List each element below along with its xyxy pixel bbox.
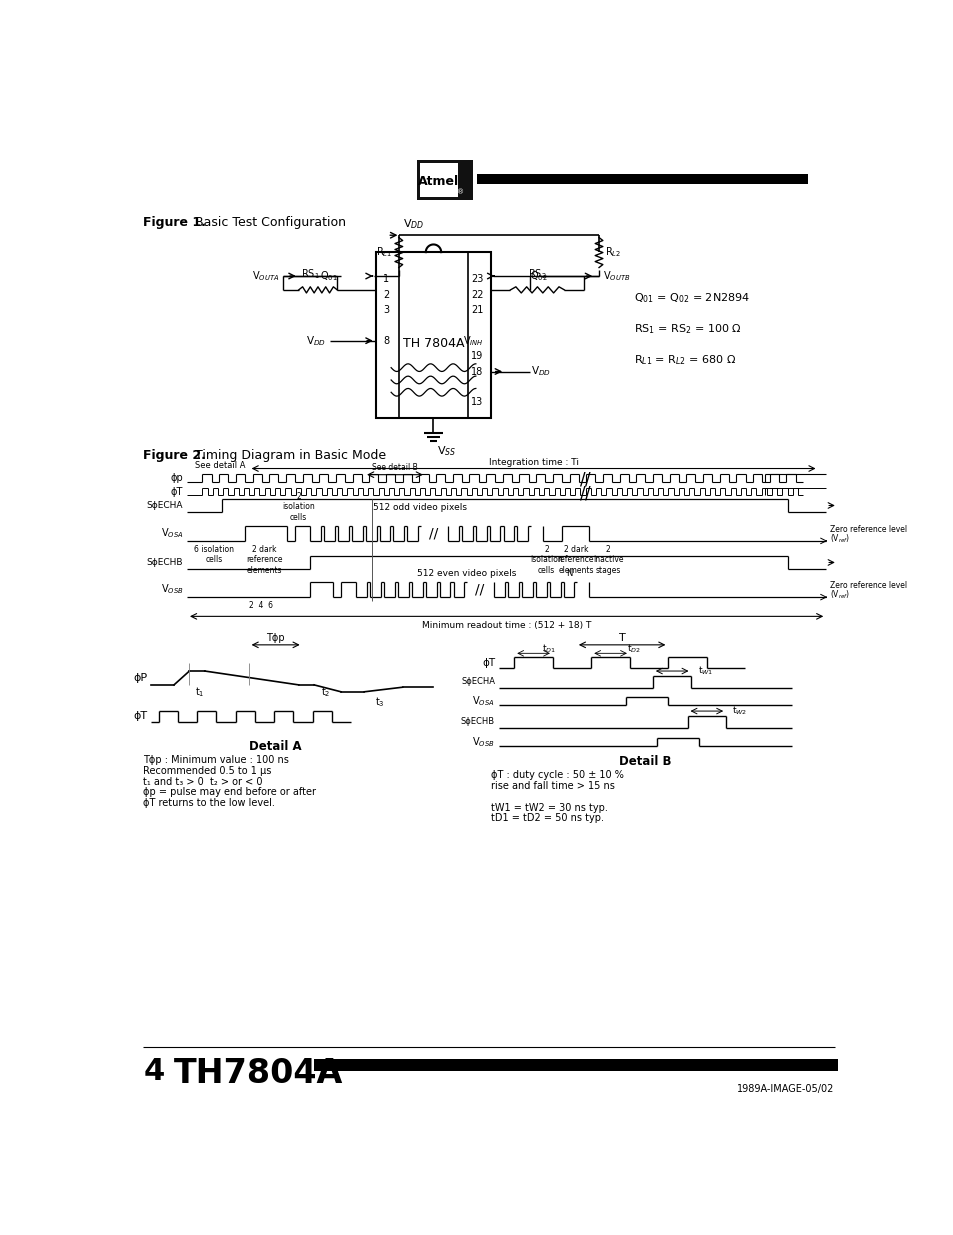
Text: Q$_{01}$: Q$_{01}$	[319, 269, 336, 283]
Bar	[416, 159, 473, 200]
Text: /: /	[579, 471, 585, 488]
Text: (V$_{ref}$): (V$_{ref}$)	[829, 532, 849, 545]
Text: 18: 18	[471, 367, 483, 377]
Text: 22: 22	[471, 289, 483, 300]
Text: V$_{OSA}$: V$_{OSA}$	[472, 694, 495, 708]
Text: T: T	[618, 632, 625, 642]
Text: SϕECHA: SϕECHA	[147, 501, 183, 510]
Text: Tϕp : Minimum value : 100 ns: Tϕp : Minimum value : 100 ns	[143, 755, 289, 764]
Text: Figure 2.: Figure 2.	[143, 448, 206, 462]
Text: Q$_{01}$ = Q$_{02}$ = 2N2894: Q$_{01}$ = Q$_{02}$ = 2N2894	[633, 291, 749, 305]
Text: V$_{DD}$: V$_{DD}$	[402, 217, 423, 231]
Text: 21: 21	[471, 305, 483, 315]
Text: tD1 = tD2 = 50 ns typ.: tD1 = tD2 = 50 ns typ.	[491, 814, 603, 824]
Text: RS$_1$: RS$_1$	[300, 267, 319, 280]
Text: /: /	[579, 484, 585, 503]
Text: See detail B: See detail B	[372, 463, 417, 472]
Text: V$_{DD}$: V$_{DD}$	[531, 364, 551, 378]
Text: /: /	[584, 484, 590, 503]
Bar	[314, 1060, 837, 1072]
Text: 2 dark
reference
elements: 2 dark reference elements	[558, 545, 594, 574]
Text: (V$_{ref}$): (V$_{ref}$)	[829, 589, 849, 601]
Text: ϕp: ϕp	[171, 473, 183, 483]
Text: V$_{OSB}$: V$_{OSB}$	[160, 583, 183, 597]
Text: R$_{L1}$ = R$_{L2}$ = 680 Ω: R$_{L1}$ = R$_{L2}$ = 680 Ω	[633, 353, 736, 367]
Text: Minimum readout time : (512 + 18) T: Minimum readout time : (512 + 18) T	[421, 621, 591, 630]
Text: Basic Test Configuration: Basic Test Configuration	[187, 216, 346, 228]
Text: 3: 3	[383, 305, 389, 315]
Text: 1989A-IMAGE-05/02: 1989A-IMAGE-05/02	[737, 1084, 834, 1094]
Text: Timing Diagram in Basic Mode: Timing Diagram in Basic Mode	[187, 448, 386, 462]
Text: t$_3$: t$_3$	[375, 695, 384, 709]
Text: Recommended 0.5 to 1 μs: Recommended 0.5 to 1 μs	[143, 766, 272, 776]
Text: TH7804A: TH7804A	[173, 1057, 343, 1089]
Text: Atmel: Atmel	[417, 175, 459, 188]
Text: SϕECHB: SϕECHB	[460, 718, 495, 726]
Text: See detail A: See detail A	[194, 461, 245, 471]
Text: RS$_1$ = RS$_2$ = 100 Ω: RS$_1$ = RS$_2$ = 100 Ω	[633, 322, 740, 336]
Text: R$_{L2}$: R$_{L2}$	[604, 246, 620, 259]
Text: 2 dark
reference
elements: 2 dark reference elements	[246, 545, 282, 574]
Text: Zero reference level: Zero reference level	[829, 525, 906, 534]
Text: 2: 2	[383, 289, 389, 300]
Text: 2
isolation
cells: 2 isolation cells	[530, 545, 562, 574]
Text: /: /	[584, 471, 590, 488]
Text: 13: 13	[471, 398, 483, 408]
Text: rise and fall time > 15 ns: rise and fall time > 15 ns	[491, 782, 615, 792]
Text: ϕT: ϕT	[171, 487, 183, 496]
Text: V$_{OUTB}$: V$_{OUTB}$	[602, 269, 630, 283]
Bar	[375, 252, 491, 417]
Text: SϕECHB: SϕECHB	[147, 558, 183, 567]
Text: ϕP: ϕP	[132, 673, 147, 683]
Text: t$_1$: t$_1$	[194, 685, 204, 699]
Text: V$_{OSA}$: V$_{OSA}$	[160, 526, 183, 540]
Text: Detail B: Detail B	[618, 755, 671, 768]
Text: 19: 19	[471, 351, 483, 361]
Text: t$_{W1}$: t$_{W1}$	[697, 664, 712, 677]
Text: t$_{D2}$: t$_{D2}$	[626, 642, 640, 655]
Text: //: //	[475, 583, 484, 597]
Text: ϕp = pulse may end before or after: ϕp = pulse may end before or after	[143, 787, 315, 798]
Text: V$_{OSB}$: V$_{OSB}$	[472, 735, 495, 748]
Text: R$_{L1}$: R$_{L1}$	[376, 246, 393, 259]
Text: tW1 = tW2 = 30 ns typ.: tW1 = tW2 = 30 ns typ.	[491, 803, 607, 813]
Text: SϕECHA: SϕECHA	[460, 677, 495, 687]
Text: t$_2$: t$_2$	[320, 685, 330, 699]
Text: 2
inactive
stages: 2 inactive stages	[593, 545, 623, 574]
Text: 23: 23	[471, 274, 483, 284]
Text: ϕT : duty cycle : 50 ± 10 %: ϕT : duty cycle : 50 ± 10 %	[491, 771, 623, 781]
Text: 512 odd video pixels: 512 odd video pixels	[373, 503, 467, 511]
Text: N: N	[566, 569, 573, 578]
Text: TH 7804A: TH 7804A	[402, 337, 464, 350]
Text: t₁ and t₃ > 0  t₂ > or < 0: t₁ and t₃ > 0 t₂ > or < 0	[143, 777, 262, 787]
Text: V$_{SS}$: V$_{SS}$	[436, 445, 456, 458]
Text: 2  4  6: 2 4 6	[249, 601, 273, 610]
Text: 1: 1	[383, 274, 389, 284]
Bar	[419, 163, 457, 196]
Text: ϕT returns to the low level.: ϕT returns to the low level.	[143, 798, 274, 808]
Text: t$_{W2}$: t$_{W2}$	[732, 705, 747, 718]
Text: Detail A: Detail A	[249, 740, 302, 752]
Text: V$_{INH}$: V$_{INH}$	[462, 333, 483, 347]
Text: 4: 4	[143, 1057, 164, 1086]
Text: ϕT: ϕT	[481, 657, 495, 668]
Text: Q$_{02}$: Q$_{02}$	[529, 269, 547, 283]
Bar	[476, 174, 807, 184]
Text: Integration time : Ti: Integration time : Ti	[488, 458, 578, 467]
Text: Zero reference level: Zero reference level	[829, 580, 906, 590]
Text: t$_{D1}$: t$_{D1}$	[541, 642, 556, 655]
Text: Tϕp: Tϕp	[266, 632, 285, 642]
Text: 2
isolation
cells: 2 isolation cells	[282, 492, 314, 521]
Text: ®: ®	[456, 189, 463, 195]
Text: //: //	[429, 526, 437, 540]
Text: 6 isolation
cells: 6 isolation cells	[193, 545, 233, 564]
Text: RS$_2$: RS$_2$	[528, 267, 546, 280]
Text: V$_{OUTA}$: V$_{OUTA}$	[252, 269, 279, 283]
Text: Figure 1.: Figure 1.	[143, 216, 206, 228]
Text: 8: 8	[383, 336, 389, 346]
Text: ϕT: ϕT	[132, 711, 147, 721]
Text: V$_{DD}$: V$_{DD}$	[305, 333, 325, 347]
Text: 512 even video pixels: 512 even video pixels	[416, 569, 516, 578]
